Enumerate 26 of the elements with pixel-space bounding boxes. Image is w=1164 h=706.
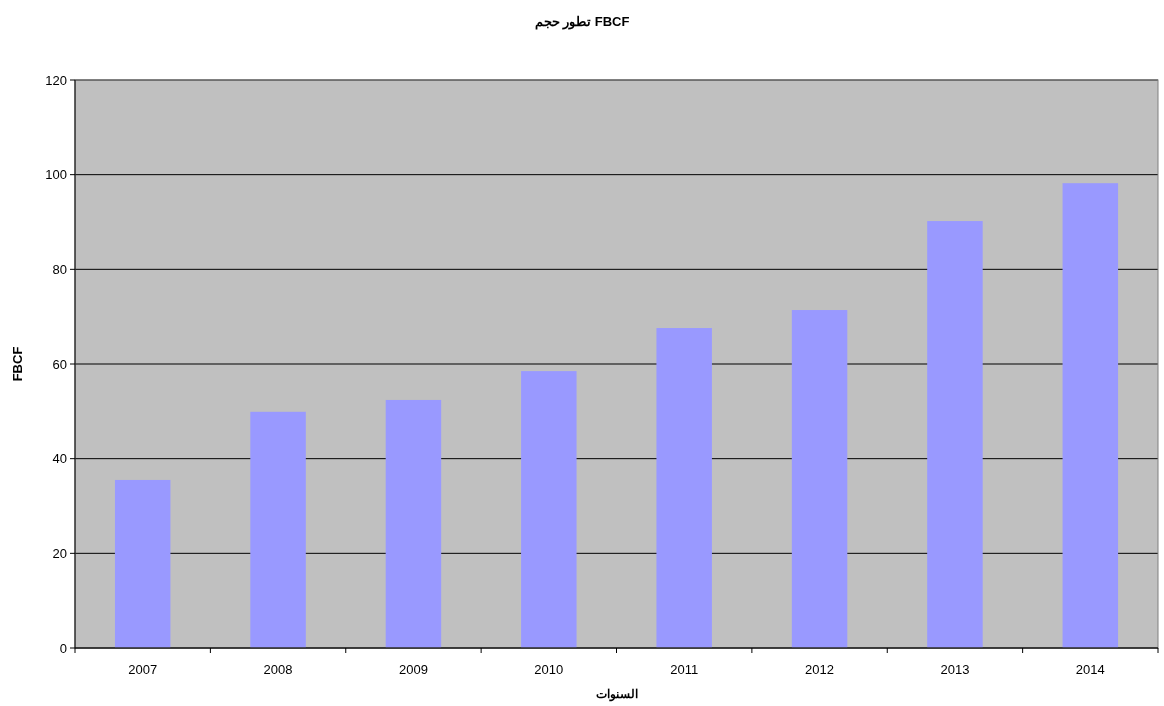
bar xyxy=(791,310,848,648)
x-tick-label: 2011 xyxy=(670,662,699,677)
x-tick-label: 2014 xyxy=(1075,662,1105,677)
bar xyxy=(250,411,306,648)
bar xyxy=(385,399,442,648)
x-axis-title: السنوات xyxy=(595,687,638,702)
chart-title: تطور حجم FBCF xyxy=(534,14,630,30)
x-tick-label: 2008 xyxy=(263,662,293,677)
x-tick-label: 2012 xyxy=(805,662,835,677)
y-tick-label: 60 xyxy=(52,356,67,372)
bar xyxy=(521,371,577,648)
y-tick-label: 40 xyxy=(52,451,67,467)
x-tick-label: 2009 xyxy=(398,662,428,677)
x-tick-label: 2013 xyxy=(940,662,970,677)
y-tick-label: 120 xyxy=(45,72,67,88)
y-tick-label: 100 xyxy=(45,167,67,183)
y-tick-label: 20 xyxy=(52,545,67,561)
x-tick-label: 2007 xyxy=(128,662,158,677)
bar xyxy=(927,221,983,648)
y-tick-label: 80 xyxy=(52,261,67,277)
bar xyxy=(1062,183,1119,648)
bar xyxy=(114,479,171,648)
bar xyxy=(656,328,712,648)
y-axis-title: FBCF xyxy=(10,346,25,382)
y-tick-label: 0 xyxy=(59,640,67,656)
x-tick-label: 2010 xyxy=(534,662,564,677)
